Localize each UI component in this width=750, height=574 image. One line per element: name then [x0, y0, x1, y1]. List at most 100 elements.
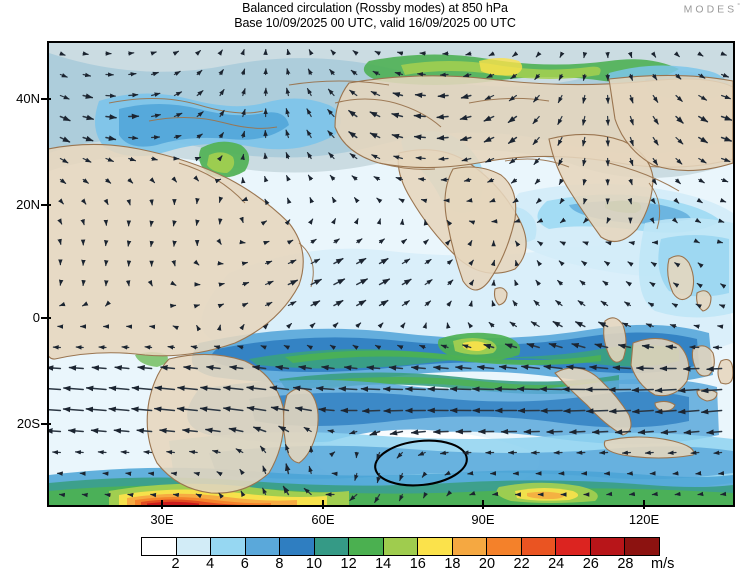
- wind-arrow: [706, 366, 723, 372]
- wind-arrow: [128, 92, 139, 98]
- wind-arrow: [514, 260, 520, 267]
- wind-arrow: [205, 427, 221, 434]
- wind-arrow: [559, 241, 567, 246]
- wind-arrow: [82, 114, 95, 121]
- modes-logo: MODES°: [684, 3, 740, 16]
- wind-arrow: [675, 157, 683, 165]
- wind-arrow: [720, 51, 727, 56]
- wind-arrow: [350, 69, 358, 76]
- wind-arrow: [627, 261, 634, 267]
- wind-arrow: [150, 92, 161, 97]
- wind-arrow: [605, 94, 610, 104]
- wind-arrow: [283, 344, 291, 350]
- wind-arrow: [693, 324, 700, 329]
- wind-arrow: [650, 261, 658, 268]
- wind-arrow: [612, 365, 632, 371]
- wind-arrow: [526, 343, 540, 349]
- wind-arrow: [310, 258, 321, 265]
- wind-arrow: [308, 465, 313, 475]
- wind-arrow: [196, 69, 203, 76]
- wind-arrow: [246, 405, 267, 412]
- wind-arrow: [720, 115, 733, 121]
- wind-arrow: [720, 177, 729, 183]
- wind-arrow: [504, 343, 518, 349]
- wind-arrow: [378, 238, 385, 244]
- wind-arrow: [329, 344, 337, 350]
- wind-arrow: [546, 428, 563, 435]
- wind-arrow: [307, 174, 314, 181]
- wind-arrow: [509, 157, 517, 165]
- wind-arrow: [80, 218, 85, 226]
- colorbar-cell-12: [556, 538, 591, 555]
- wind-arrow: [629, 136, 634, 147]
- wind-arrow: [284, 463, 291, 475]
- wind-arrow: [352, 50, 359, 56]
- wind-arrow: [218, 132, 224, 139]
- wind-arrow: [351, 175, 358, 181]
- wind-arrow: [446, 259, 453, 266]
- wind-arrow: [591, 429, 609, 435]
- wind-arrow: [548, 342, 563, 349]
- wind-arrow: [318, 406, 335, 413]
- closed-contour-anticyclone: [374, 439, 468, 487]
- wind-arrow: [239, 468, 245, 476]
- wind-arrow: [391, 112, 404, 119]
- wind-arrow: [468, 279, 474, 286]
- wind-arrow: [720, 157, 731, 163]
- wind-arrow: [113, 427, 130, 434]
- wind-arrow: [378, 278, 391, 286]
- wind-arrow: [373, 176, 381, 182]
- wind-arrow: [539, 386, 563, 392]
- wind-arrow: [631, 387, 654, 393]
- wind-arrow: [720, 136, 733, 142]
- wind-arrow: [252, 364, 267, 371]
- wind-arrow: [237, 345, 244, 350]
- wind-arrow: [483, 115, 495, 122]
- wind-arrow: [286, 175, 291, 182]
- wind-arrow: [327, 88, 335, 97]
- wind-arrow: [625, 281, 633, 287]
- wind-arrow: [287, 197, 292, 205]
- wind-arrow: [558, 157, 564, 166]
- wind-arrow: [483, 136, 495, 143]
- colorbar-units: m/s: [651, 556, 675, 572]
- wind-arrow: [392, 92, 404, 98]
- wind-arrow: [82, 135, 94, 142]
- wind-arrow: [369, 111, 381, 118]
- wind-arrow: [677, 408, 700, 415]
- wind-arrow: [569, 429, 586, 435]
- wind-arrow: [80, 198, 87, 205]
- wind-arrow: [217, 303, 225, 309]
- colorbar-cell-14: [625, 538, 659, 555]
- colorbar-tick-12: 12: [340, 556, 357, 572]
- wind-arrow: [713, 450, 723, 455]
- wind-arrow: [608, 408, 632, 414]
- wind-arrow: [605, 115, 611, 126]
- wind-arrow: [154, 385, 176, 392]
- wind-arrow: [263, 240, 270, 246]
- wind-arrow: [160, 364, 176, 371]
- wind-arrow: [446, 490, 453, 497]
- xtick-120e: 120E: [628, 512, 660, 527]
- wind-arrow: [218, 69, 224, 76]
- wind-arrow: [200, 385, 221, 391]
- wind-arrow: [361, 408, 381, 414]
- wind-arrow: [467, 322, 474, 329]
- wind-arrow: [328, 152, 335, 160]
- wind-arrow: [605, 136, 611, 147]
- wind-arrow: [694, 217, 702, 224]
- wind-arrow: [400, 238, 407, 245]
- wind-arrow: [637, 429, 654, 435]
- wind-arrow: [468, 259, 474, 266]
- wind-arrow: [128, 156, 137, 162]
- wind-arrow: [660, 429, 677, 435]
- wind-arrow: [378, 299, 389, 307]
- wind-arrow: [49, 387, 62, 391]
- wind-arrow: [85, 385, 107, 392]
- wind-arrow: [459, 135, 472, 142]
- wind-arrow: [391, 133, 404, 140]
- wind-arrow: [264, 175, 269, 183]
- wind-arrow: [583, 217, 589, 224]
- wind-arrow: [310, 238, 317, 245]
